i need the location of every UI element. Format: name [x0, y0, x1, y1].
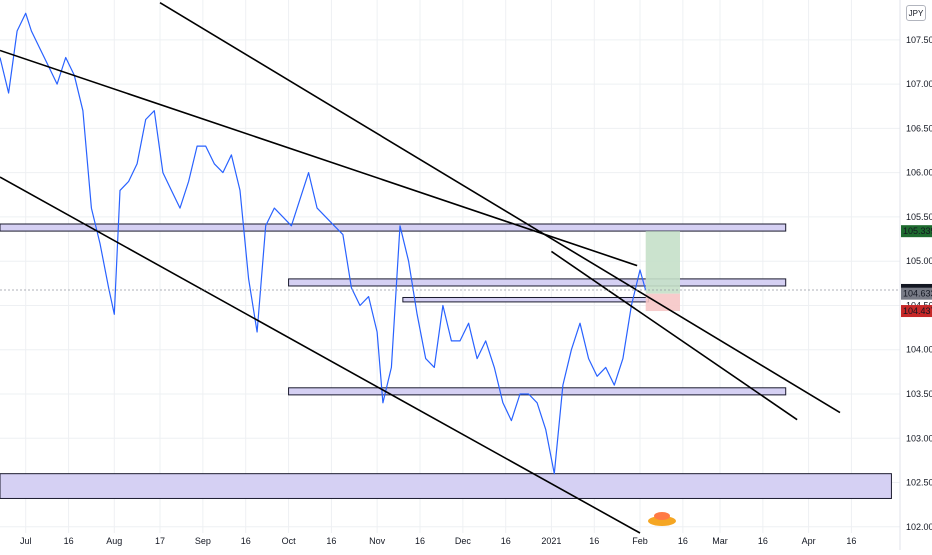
x-tick-label: Apr	[802, 536, 816, 546]
trendline[interactable]	[159, 1, 841, 414]
y-tick-label: 107.000	[906, 79, 932, 89]
y-tick-label: 105.000	[906, 256, 932, 266]
x-tick-label: Jul	[20, 536, 32, 546]
x-tick-label: 16	[415, 536, 425, 546]
price-labels: 105.339104.675104.633104.437	[901, 225, 932, 318]
currency-badge[interactable]: JPY	[906, 5, 926, 21]
x-tick-label: Dec	[455, 536, 472, 546]
x-tick-label: 16	[846, 536, 856, 546]
x-tick-label: 17	[155, 536, 165, 546]
time-axis[interactable]: Jul 16 Aug 17 Sep 16 Oct 16 Nov 16 Dec 16 2021 16 Feb 1…	[20, 536, 856, 546]
zone-box[interactable]	[288, 278, 787, 287]
y-tick-label: 105.500	[906, 212, 932, 222]
x-tick-label: Aug	[106, 536, 122, 546]
x-tick-label: 16	[64, 536, 74, 546]
x-tick-label: Mar	[712, 536, 728, 546]
trendline[interactable]	[0, 49, 638, 267]
x-tick-label: 16	[241, 536, 251, 546]
y-tick-label: 103.500	[906, 389, 932, 399]
x-tick-label: 2021	[541, 536, 561, 546]
profit-target-box[interactable]	[645, 231, 680, 294]
y-tick-label: 104.000	[906, 345, 932, 355]
zones	[0, 223, 892, 499]
zone-box[interactable]	[0, 473, 892, 499]
price-series	[0, 12, 647, 475]
price-label-text: 104.437	[903, 306, 932, 316]
y-tick-label: 103.000	[906, 433, 932, 443]
trendline[interactable]	[550, 250, 798, 421]
long-position-tool[interactable]	[645, 231, 680, 312]
grid	[0, 0, 900, 533]
stop-loss-box[interactable]	[645, 293, 680, 312]
trendlines	[0, 1, 841, 534]
zone-box[interactable]	[402, 296, 650, 303]
y-tick-label: 102.500	[906, 478, 932, 488]
x-tick-label: Feb	[632, 536, 648, 546]
price-label-text: 105.339	[903, 226, 932, 236]
x-tick-label: 16	[326, 536, 336, 546]
y-tick-label: 106.500	[906, 123, 932, 133]
y-tick-label: 106.000	[906, 168, 932, 178]
price-line	[0, 12, 647, 475]
price-label-box	[901, 305, 932, 318]
price-label-text: 104.633	[903, 289, 932, 299]
zone-box[interactable]	[288, 387, 787, 396]
price-label-box	[901, 287, 932, 300]
price-axis[interactable]: 102.000102.500103.000103.500104.000104.5…	[906, 35, 932, 532]
price-label-box	[901, 225, 932, 238]
logo-icon	[648, 512, 676, 526]
x-tick-label: 16	[678, 536, 688, 546]
y-tick-label: 107.500	[906, 35, 932, 45]
zone-box[interactable]	[0, 223, 787, 232]
trendline[interactable]	[0, 176, 641, 534]
x-tick-label: 16	[758, 536, 768, 546]
x-tick-label: 16	[589, 536, 599, 546]
x-tick-label: 16	[501, 536, 511, 546]
x-tick-label: Oct	[282, 536, 297, 546]
x-tick-label: Nov	[369, 536, 386, 546]
y-tick-label: 102.000	[906, 522, 932, 532]
x-tick-label: Sep	[195, 536, 211, 546]
